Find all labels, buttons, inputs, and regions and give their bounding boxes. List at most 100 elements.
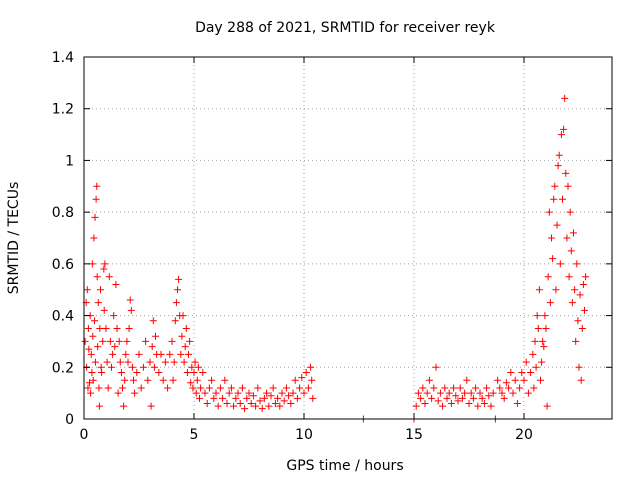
data-point	[175, 275, 183, 283]
data-point	[196, 394, 203, 402]
data-point	[296, 384, 304, 392]
grid-lines	[84, 57, 612, 419]
data-point	[494, 376, 502, 384]
data-point	[125, 325, 133, 332]
data-point	[505, 384, 513, 392]
x-tick-label: 20	[515, 427, 533, 443]
data-point	[500, 394, 508, 402]
data-point	[181, 343, 189, 351]
data-point	[480, 399, 488, 407]
data-point	[439, 402, 447, 410]
data-point	[419, 384, 427, 392]
data-point	[169, 376, 177, 384]
data-point	[443, 394, 451, 402]
data-point	[560, 125, 568, 133]
data-point	[241, 405, 249, 413]
data-point	[142, 337, 150, 345]
plot-frame	[83, 56, 613, 420]
data-point	[88, 368, 96, 376]
data-point	[570, 229, 577, 237]
data-point	[182, 325, 190, 332]
data-point	[563, 234, 571, 242]
x-axis-label: GPS time / hours	[286, 458, 403, 474]
y-tick-label: 0.2	[52, 360, 74, 376]
data-point	[421, 399, 429, 407]
data-point	[199, 368, 207, 376]
data-point	[85, 345, 93, 353]
data-point	[95, 384, 103, 392]
data-point	[103, 358, 111, 366]
data-point	[98, 368, 106, 376]
y-tick-label: 1.2	[52, 102, 74, 118]
data-point	[201, 389, 209, 397]
data-point	[414, 389, 422, 397]
data-point	[187, 379, 195, 387]
data-point	[234, 389, 242, 397]
data-point	[425, 376, 433, 384]
data-point	[307, 363, 315, 371]
data-point	[553, 221, 561, 229]
data-point	[94, 299, 102, 307]
data-point	[575, 363, 583, 371]
data-point	[87, 350, 95, 358]
data-point	[152, 332, 159, 340]
data-point	[579, 281, 587, 289]
data-point	[258, 405, 266, 413]
data-point	[565, 273, 573, 281]
x-tick-label: 5	[190, 427, 199, 443]
data-point	[529, 350, 537, 358]
data-point	[561, 94, 569, 102]
y-axis-label: SRMTID / TECUs	[6, 182, 22, 295]
x-axis-ticks: 0 5 10 15 20	[80, 57, 533, 443]
data-point	[89, 376, 97, 384]
data-point	[302, 368, 310, 376]
data-point	[164, 384, 172, 392]
data-point	[532, 363, 540, 371]
data-point	[105, 273, 113, 281]
data-point	[287, 399, 295, 407]
data-point	[92, 195, 100, 203]
data-point	[574, 317, 582, 325]
data-point	[104, 384, 112, 392]
data-point	[180, 358, 188, 366]
data-point	[192, 389, 200, 397]
data-point	[178, 332, 186, 340]
data-point	[469, 394, 477, 402]
data-point	[84, 325, 92, 332]
data-point	[489, 389, 497, 397]
data-point	[274, 394, 282, 402]
data-point	[194, 363, 202, 371]
data-point	[278, 389, 286, 397]
data-point	[111, 343, 119, 351]
data-point	[463, 376, 471, 384]
y-tick-label: 0.4	[52, 309, 74, 325]
data-point	[150, 363, 158, 371]
data-point	[91, 317, 99, 325]
chart-title: Day 288 of 2021, SRMTID for receiver rey…	[195, 20, 496, 36]
data-point	[227, 384, 235, 392]
data-point	[221, 376, 229, 384]
data-point	[117, 368, 125, 376]
data-point	[564, 182, 572, 190]
data-point	[461, 389, 469, 397]
data-point	[177, 350, 185, 358]
data-point	[185, 350, 192, 358]
data-point	[436, 389, 444, 397]
data-point	[197, 384, 205, 392]
y-tick-label: 1	[65, 153, 74, 169]
data-point	[271, 399, 279, 407]
data-point	[146, 358, 154, 366]
data-point	[174, 286, 181, 294]
data-point	[559, 195, 566, 203]
data-point	[485, 392, 493, 400]
data-point	[139, 363, 147, 371]
data-point	[551, 182, 559, 190]
data-point	[308, 376, 316, 384]
data-point	[498, 389, 506, 397]
data-point	[157, 350, 165, 358]
data-point	[243, 394, 251, 402]
data-point	[210, 394, 218, 402]
data-point	[542, 325, 550, 332]
data-point	[516, 384, 524, 392]
